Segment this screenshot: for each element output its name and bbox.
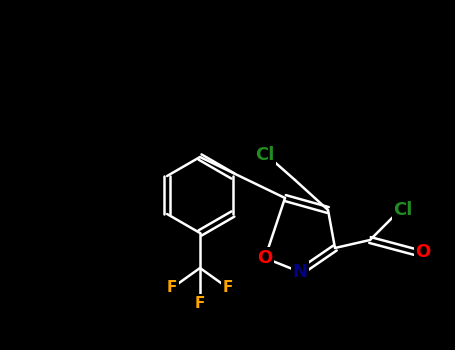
Text: Cl: Cl — [393, 201, 413, 219]
Text: F: F — [195, 295, 205, 310]
Text: F: F — [223, 280, 233, 295]
Text: F: F — [167, 280, 177, 295]
Text: Cl: Cl — [255, 146, 275, 164]
Text: O: O — [258, 249, 273, 267]
Text: N: N — [293, 263, 308, 281]
Text: O: O — [415, 243, 430, 261]
